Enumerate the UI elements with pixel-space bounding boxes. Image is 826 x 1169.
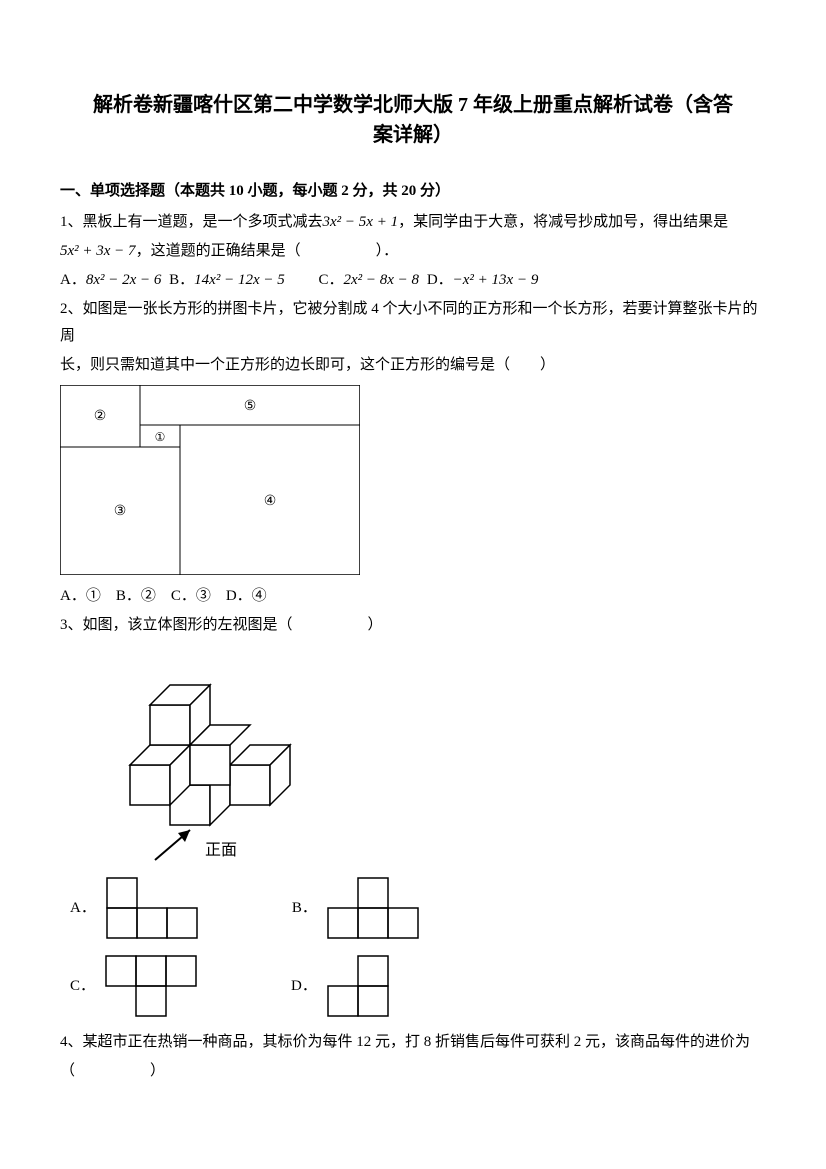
- q1-prefix: 1、黑板上有一道题，是一个多项式减去: [60, 214, 323, 230]
- q1-f1: 3x² − 5x + 1: [323, 214, 399, 230]
- q1-Bf: 14x² − 12x − 5: [194, 272, 285, 288]
- q3-B-label: B．: [292, 895, 317, 922]
- svg-text:④: ④: [264, 494, 277, 509]
- question-1-line2: 5x² + 3x − 7，这道题的正确结果是（ ）．: [60, 238, 766, 265]
- q3-B-fig: [323, 873, 453, 943]
- q1-Cf: 2x² − 8x − 8: [344, 272, 420, 288]
- question-1: 1、黑板上有一道题，是一个多项式减去3x² − 5x + 1，某同学由于大意，将…: [60, 209, 766, 236]
- q1-B: B．: [169, 272, 194, 288]
- q2-diagram: ② ⑤ ① ③ ④: [60, 385, 360, 575]
- q1-options: A．8x² − 2x − 6 B．14x² − 12x − 5 C．2x² − …: [60, 267, 766, 294]
- q3-solid: 正面: [60, 645, 320, 865]
- front-label: 正面: [205, 842, 237, 859]
- section-heading: 一、单项选择题（本题共 10 小题，每小题 2 分，共 20 分）: [60, 178, 766, 205]
- q1-Df: −x² + 13x − 9: [453, 272, 539, 288]
- q3-option-C: C．: [70, 951, 231, 1021]
- question-2-line2: 长，则只需知道其中一个正方形的边长即可，这个正方形的编号是（ ）: [60, 352, 766, 379]
- q3-A-label: A．: [70, 895, 96, 922]
- q3-A-fig: [102, 873, 232, 943]
- q3-option-A: A．: [70, 873, 232, 943]
- q1-D: D．: [427, 272, 453, 288]
- title-line1: 解析卷新疆喀什区第二中学数学北师大版 7 年级上册重点解析试卷（含答: [93, 94, 733, 116]
- question-2-line1: 2、如图是一张长方形的拼图卡片，它被分割成 4 个大小不同的正方形和一个长方形，…: [60, 296, 766, 350]
- q3-C-label: C．: [70, 973, 95, 1000]
- q3-D-fig: [323, 951, 423, 1021]
- question-4: 4、某超市正在热销一种商品，其标价为每件 12 元，打 8 折销售后每件可获利 …: [60, 1029, 766, 1056]
- question-3: 3、如图，该立体图形的左视图是（ ）: [60, 612, 766, 639]
- svg-text:①: ①: [155, 430, 166, 444]
- q1-A: A．: [60, 272, 86, 288]
- q1-tail: ，这道题的正确结果是（ ）．: [136, 243, 399, 259]
- q3-option-D: D．: [291, 951, 423, 1021]
- q3-D-label: D．: [291, 973, 317, 1000]
- q1-C: C．: [318, 272, 343, 288]
- q2-options: A．① B．② C．③ D．④: [60, 583, 766, 610]
- svg-text:③: ③: [114, 504, 127, 519]
- q3-option-B: B．: [292, 873, 453, 943]
- svg-text:②: ②: [94, 409, 107, 424]
- svg-text:⑤: ⑤: [244, 399, 257, 414]
- q1-mid: ，某同学由于大意，将减号抄成加号，得出结果是: [398, 214, 728, 230]
- q1-f2: 5x² + 3x − 7: [60, 243, 136, 259]
- q3-C-fig: [101, 951, 231, 1021]
- title-line2: 案详解）: [373, 124, 453, 146]
- q1-Af: 8x² − 2x − 6: [86, 272, 162, 288]
- question-4-paren: （ ）: [60, 1058, 766, 1085]
